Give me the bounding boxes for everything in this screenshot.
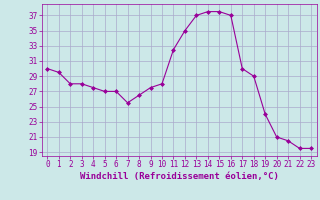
X-axis label: Windchill (Refroidissement éolien,°C): Windchill (Refroidissement éolien,°C) [80,172,279,181]
